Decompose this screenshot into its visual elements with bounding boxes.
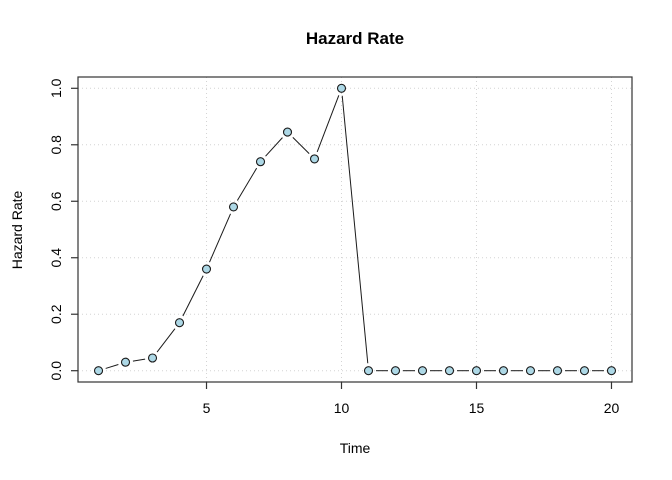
series-segment bbox=[209, 213, 231, 263]
data-point bbox=[309, 154, 320, 164]
series-segment bbox=[265, 137, 283, 157]
series-segment bbox=[132, 358, 146, 362]
series-segment bbox=[105, 364, 119, 369]
data-point bbox=[228, 202, 239, 212]
axis-text-layer: 5 10 15 20 0.0 0.2 0.4 0.6 0.8 1.0 bbox=[48, 78, 619, 416]
series-segment bbox=[156, 328, 176, 353]
y-axis-title: Hazard Rate bbox=[9, 190, 25, 269]
series-segment bbox=[182, 275, 204, 317]
chart-title: Hazard Rate bbox=[306, 29, 404, 48]
data-point bbox=[390, 366, 401, 376]
data-point bbox=[444, 366, 455, 376]
data-point bbox=[552, 366, 563, 376]
y-tick-label: 0.4 bbox=[48, 248, 64, 268]
data-point bbox=[201, 264, 212, 274]
grid-layer bbox=[78, 77, 632, 382]
data-point bbox=[255, 157, 266, 167]
data-point bbox=[498, 366, 509, 376]
x-tick-label: 20 bbox=[604, 400, 620, 416]
y-tick-label: 0.0 bbox=[48, 361, 64, 381]
y-tick-label: 0.2 bbox=[48, 304, 64, 324]
plot-box bbox=[77, 76, 633, 383]
data-point bbox=[363, 366, 374, 376]
series-segment bbox=[316, 95, 340, 153]
data-point bbox=[282, 127, 293, 137]
data-point bbox=[525, 366, 536, 376]
y-tick-label: 0.8 bbox=[48, 135, 64, 155]
x-tick-label: 15 bbox=[469, 400, 485, 416]
data-point bbox=[417, 366, 428, 376]
data-point bbox=[120, 357, 131, 367]
data-point bbox=[579, 366, 590, 376]
data-point bbox=[471, 366, 482, 376]
y-tick-label: 0.6 bbox=[48, 191, 64, 211]
data-point bbox=[174, 318, 185, 328]
x-tick-label: 5 bbox=[203, 400, 211, 416]
data-point bbox=[336, 83, 347, 93]
series-segment bbox=[236, 167, 258, 201]
data-point bbox=[147, 353, 158, 363]
data-point bbox=[93, 366, 104, 376]
x-axis-title: Time bbox=[340, 440, 371, 456]
x-tick-label: 10 bbox=[334, 400, 350, 416]
y-tick-label: 1.0 bbox=[48, 78, 64, 98]
frame-layer bbox=[71, 76, 633, 389]
data-point bbox=[606, 366, 617, 376]
series-segment bbox=[341, 95, 369, 364]
series-segment bbox=[292, 137, 310, 154]
series-layer bbox=[93, 83, 617, 376]
